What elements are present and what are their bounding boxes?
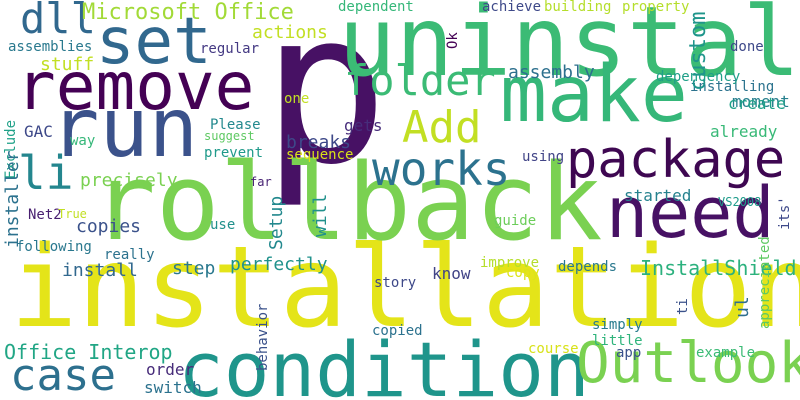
word-suggest: suggest [204,129,255,143]
word-simply: simply [592,317,643,333]
word-depends: depends [558,259,618,275]
word-install: install [62,260,138,281]
word-vs2008: VS2008 [718,195,762,209]
word-package: package [566,130,786,190]
word-stuff: stuff [40,54,95,75]
word-installation: installation [10,223,800,353]
word-run: run [50,81,199,176]
word-improve: improve [480,255,540,271]
word-dependency: dependency [656,69,741,85]
word-setup: Setup [266,195,287,250]
word-add: Add [402,102,482,153]
word-dependent: dependent [338,0,414,15]
word-little: little [592,333,643,349]
word-ul: ul [732,296,753,318]
word-please: Please [210,117,261,133]
word-actions: actions [252,22,328,43]
word-case: case [10,350,116,400]
word-perfectly: perfectly [230,254,328,275]
word-app: app [616,345,642,361]
word-dll: dll [20,0,96,43]
word-need: need [606,172,775,254]
word-building: building [544,0,612,15]
word-use: use [210,217,236,233]
word-moment: moment [732,92,790,111]
word-make: make [500,50,688,140]
word-appreciated: appreciated [757,236,773,329]
word-copy: copy [506,265,540,281]
word-rollback: rollback [92,141,603,264]
word-copies: copies [76,216,142,237]
word-precisely: precisely [80,170,178,191]
word-microsoft-office: Microsoft Office [82,0,294,25]
word-gets: gets [344,116,383,135]
word-works: works [372,142,511,196]
word-condition: condition [178,325,590,400]
word-li: li [18,146,74,200]
word-guide: guide [494,213,537,229]
word-step: step [172,258,216,279]
word-switch: switch [144,378,202,397]
word-using: using [522,149,565,165]
word-property: property [622,0,690,15]
word-net2: Net2 [28,207,62,223]
word-its: its' [777,196,793,230]
word-installing: installing [690,79,775,95]
word-way: way [70,133,96,149]
word-ok: Ok [445,32,461,49]
word-create: create [728,94,786,113]
word-assemblies: assemblies [8,39,93,55]
word-following: following [16,239,92,255]
word-breaks: breaks [286,132,352,153]
word-already: already [710,122,778,141]
word-p: p [262,0,389,211]
word-set: set [96,5,212,79]
word-one: one [284,91,310,107]
word-uninstall: uninstall [338,0,800,98]
word-sequence: sequence [286,147,354,163]
word-copied: copied [372,323,423,339]
word-installer: installer [2,150,23,248]
word-story: story [374,275,417,291]
word-behavior: behavior [255,303,271,371]
word-started: started [624,186,692,205]
word-order: order [146,360,195,379]
word-outlook: Outlook [576,331,800,396]
word-will: will [310,193,331,237]
word-course: course [528,341,579,357]
word-know: know [432,264,471,283]
word-regular: regular [200,41,260,57]
word-far: far [250,175,272,189]
word-assembly: assembly [508,62,595,83]
word-achieve: achieve [482,0,542,15]
word-really: really [104,247,155,263]
word-ti: ti [675,298,691,315]
word-true: True [58,207,87,221]
word-prevent: prevent [204,145,264,161]
word-done: done [730,39,764,55]
word-folder: folder [344,56,496,105]
word-gac: GAC [24,122,53,141]
word-office-interop: Office Interop [4,340,173,364]
word-example: example [696,345,756,361]
word-custom: custom [686,11,711,91]
word-remove: remove [16,48,255,125]
word-installshield: InstallShield [640,256,797,280]
